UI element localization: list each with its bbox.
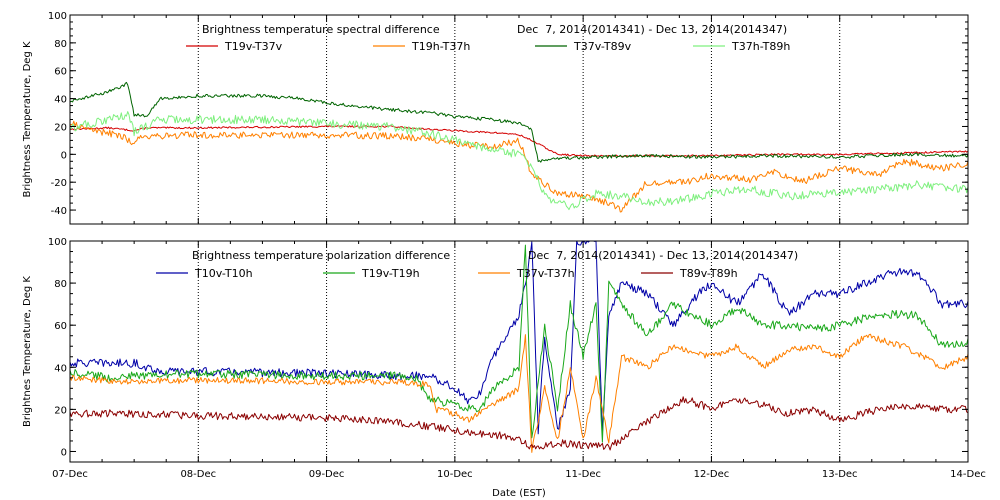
series-lines — [69, 81, 969, 213]
y-axis-label: Brightness Temperature, Deg K — [22, 41, 33, 198]
legend-label: T89v-T89h — [679, 267, 738, 280]
series-line-T19v-T37v — [69, 125, 969, 157]
y-axis-label: Brightnes Temperature, Deg K — [22, 276, 33, 427]
legend-label: T19v-T37v — [224, 40, 283, 53]
y-tick-label: 80 — [54, 39, 67, 50]
y-tick-label: 100 — [48, 237, 67, 248]
y-tick-label: 80 — [54, 279, 67, 290]
polarization-difference-chart: 0 20 40 60 80 100 07-Dec 08-Dec 09-Dec 10-Dec 11-… — [22, 237, 986, 499]
series-lines — [69, 240, 969, 453]
series-line-T89v-T89h — [69, 396, 969, 451]
y-tick-label: 60 — [54, 67, 67, 78]
y-tick-label: 0 — [61, 150, 67, 161]
x-tick-label: 12-Dec — [694, 469, 730, 480]
chart-date-range: Dec 7, 2014(2014341) - Dec 13, 2014(2014… — [517, 23, 787, 36]
series-line-T10v-T10h — [69, 240, 969, 435]
series-line-T37v-T89v — [69, 81, 969, 163]
y-axis-ticks: -40 -20 0 20 40 60 80 100 — [48, 11, 968, 217]
y-tick-label: -20 — [51, 178, 67, 189]
y-tick-label: 40 — [54, 363, 67, 374]
series-line-T19h-T37h — [69, 120, 969, 213]
chart-date-range: Dec 7, 2014(2014341) - Dec 13, 2014(2014… — [528, 249, 798, 262]
legend: T10v-T10h T19v-T19h T37v-T37h T89v-T89h — [156, 267, 738, 280]
x-tick-label: 10-Dec — [437, 469, 473, 480]
x-tick-label: 09-Dec — [309, 469, 345, 480]
legend-label: T37v-T37h — [516, 267, 575, 280]
x-axis-ticks — [69, 15, 969, 224]
grid-lines — [197, 241, 841, 462]
y-tick-label: 0 — [61, 447, 67, 458]
y-tick-label: 40 — [54, 95, 67, 106]
x-tick-label: 07-Dec — [52, 469, 88, 480]
x-tick-label: 13-Dec — [822, 469, 858, 480]
legend-label: T19v-T19h — [361, 267, 420, 280]
series-line-T37h-T89h — [69, 111, 969, 211]
legend-label: T37h-T89h — [731, 40, 790, 53]
chart-title: Brightness temperature polarization diff… — [192, 249, 450, 262]
grid-lines — [197, 15, 841, 224]
x-tick-label: 08-Dec — [180, 469, 216, 480]
legend: T19v-T37v T19h-T37h T37v-T89v T37h-T89h — [186, 40, 790, 53]
legend-label: T19h-T37h — [411, 40, 470, 53]
y-tick-label: 20 — [54, 405, 67, 416]
y-tick-label: 60 — [54, 321, 67, 332]
y-axis-ticks: 0 20 40 60 80 100 — [48, 237, 968, 458]
y-tick-label: -40 — [51, 206, 67, 217]
spectral-difference-chart: -40 -20 0 20 40 60 80 100 Brightness temperatur… — [22, 11, 969, 225]
x-axis-label: Date (EST) — [492, 488, 546, 499]
series-line-T19v-T19h — [69, 244, 969, 443]
chart-title: Brightness temperature spectral differen… — [202, 23, 440, 36]
legend-label: T10v-T10h — [194, 267, 253, 280]
series-line-T37v-T37h — [69, 333, 969, 453]
y-tick-label: 100 — [48, 11, 67, 22]
y-tick-label: 20 — [54, 122, 67, 133]
x-tick-label: 14-Dec — [950, 469, 986, 480]
x-tick-label: 11-Dec — [565, 469, 601, 480]
x-axis-ticks: 07-Dec 08-Dec 09-Dec 10-Dec 11-Dec 12-Dec 13-D… — [52, 241, 986, 480]
legend-label: T37v-T89v — [573, 40, 632, 53]
